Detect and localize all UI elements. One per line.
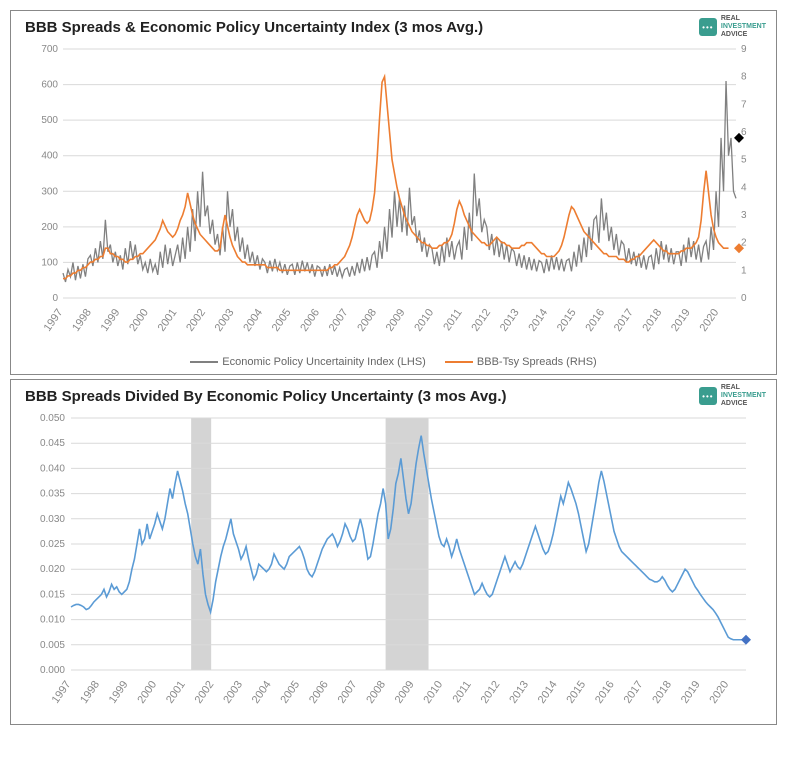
svg-text:2004: 2004 <box>241 307 265 334</box>
svg-text:2006: 2006 <box>307 679 331 706</box>
svg-text:2000: 2000 <box>127 307 151 334</box>
svg-text:2002: 2002 <box>193 679 217 706</box>
svg-text:2014: 2014 <box>526 307 550 334</box>
svg-text:2013: 2013 <box>498 307 522 334</box>
panel-header-2: BBB Spreads Divided By Economic Policy U… <box>11 380 776 408</box>
svg-text:2002: 2002 <box>184 307 208 334</box>
svg-text:2018: 2018 <box>650 679 674 706</box>
chart1-plot: 0100200300400500600700012345678919971998… <box>21 43 766 348</box>
svg-text:2016: 2016 <box>593 679 617 706</box>
svg-text:300: 300 <box>41 186 58 197</box>
svg-text:2001: 2001 <box>156 307 180 334</box>
svg-text:4: 4 <box>741 182 747 193</box>
svg-text:2012: 2012 <box>479 679 503 706</box>
svg-text:0.005: 0.005 <box>40 640 65 651</box>
svg-text:2019: 2019 <box>679 679 703 706</box>
svg-text:2010: 2010 <box>412 307 436 334</box>
svg-text:400: 400 <box>41 151 58 162</box>
svg-text:2014: 2014 <box>536 679 560 706</box>
svg-text:2020: 2020 <box>707 679 731 706</box>
svg-text:2013: 2013 <box>507 679 531 706</box>
legend-swatch <box>445 361 473 363</box>
panel-header-1: BBB Spreads & Economic Policy Uncertaint… <box>11 11 776 39</box>
chart-panel-1: BBB Spreads & Economic Policy Uncertaint… <box>10 10 777 375</box>
svg-text:8: 8 <box>741 72 747 83</box>
svg-text:0.010: 0.010 <box>40 615 65 626</box>
svg-text:200: 200 <box>41 222 58 233</box>
chart1-legend: Economic Policy Uncertainity Index (LHS)… <box>11 350 776 374</box>
legend-item-epu: Economic Policy Uncertainity Index (LHS) <box>190 356 426 368</box>
svg-text:0.035: 0.035 <box>40 489 65 500</box>
logo-mark-icon: ••• <box>699 387 717 405</box>
svg-text:2017: 2017 <box>612 307 636 334</box>
svg-text:0: 0 <box>741 293 747 304</box>
svg-text:0.045: 0.045 <box>40 438 65 449</box>
svg-text:600: 600 <box>41 80 58 91</box>
logo-text: REAL INVESTMENT ADVICE <box>721 15 766 39</box>
chart2-title: BBB Spreads Divided By Economic Policy U… <box>25 388 507 405</box>
chart-panel-2: BBB Spreads Divided By Economic Policy U… <box>10 379 777 725</box>
svg-text:1999: 1999 <box>99 307 123 334</box>
svg-text:2004: 2004 <box>250 679 274 706</box>
svg-text:2016: 2016 <box>583 307 607 334</box>
brand-logo: ••• REAL INVESTMENT ADVICE <box>699 384 766 408</box>
svg-text:2009: 2009 <box>393 679 417 706</box>
svg-text:0.040: 0.040 <box>40 463 65 474</box>
svg-text:2018: 2018 <box>640 307 664 334</box>
svg-text:2009: 2009 <box>384 307 408 334</box>
svg-text:9: 9 <box>741 44 747 55</box>
svg-text:1999: 1999 <box>107 679 131 706</box>
svg-text:2015: 2015 <box>564 679 588 706</box>
svg-text:2005: 2005 <box>278 679 302 706</box>
svg-text:0.030: 0.030 <box>40 514 65 525</box>
svg-text:1997: 1997 <box>50 679 74 706</box>
svg-text:1: 1 <box>741 265 747 276</box>
chart2-plot: 0.000 0.005 0.010 0.015 0.020 0.025 0.030 0.035… <box>21 412 766 722</box>
logo-text: REAL INVESTMENT ADVICE <box>721 384 766 408</box>
svg-text:2005: 2005 <box>270 307 294 334</box>
svg-text:2008: 2008 <box>364 679 388 706</box>
svg-text:2003: 2003 <box>221 679 245 706</box>
svg-text:2007: 2007 <box>327 307 351 334</box>
svg-text:0.015: 0.015 <box>40 589 65 600</box>
svg-text:0.050: 0.050 <box>40 413 65 424</box>
svg-text:3: 3 <box>741 210 747 221</box>
legend-item-bbb: BBB-Tsy Spreads (RHS) <box>445 356 597 368</box>
svg-text:2000: 2000 <box>135 679 159 706</box>
svg-text:2007: 2007 <box>336 679 360 706</box>
svg-text:2008: 2008 <box>355 307 379 334</box>
svg-text:100: 100 <box>41 257 58 268</box>
svg-text:0.000: 0.000 <box>40 665 65 676</box>
svg-text:2003: 2003 <box>213 307 237 334</box>
svg-text:0.020: 0.020 <box>40 564 65 575</box>
svg-text:2006: 2006 <box>298 307 322 334</box>
svg-text:700: 700 <box>41 44 58 55</box>
legend-swatch <box>190 361 218 363</box>
brand-logo: ••• REAL INVESTMENT ADVICE <box>699 15 766 39</box>
svg-text:0.025: 0.025 <box>40 539 65 550</box>
svg-text:2001: 2001 <box>164 679 188 706</box>
chart1-title: BBB Spreads & Economic Policy Uncertaint… <box>25 19 483 36</box>
svg-text:500: 500 <box>41 115 58 126</box>
svg-text:7: 7 <box>741 99 747 110</box>
svg-text:2012: 2012 <box>469 307 493 334</box>
svg-text:2015: 2015 <box>555 307 579 334</box>
svg-text:1998: 1998 <box>70 307 94 334</box>
svg-text:1997: 1997 <box>42 307 66 334</box>
svg-text:2020: 2020 <box>697 307 721 334</box>
logo-mark-icon: ••• <box>699 18 717 36</box>
svg-text:2017: 2017 <box>622 679 646 706</box>
svg-text:2019: 2019 <box>669 307 693 334</box>
svg-text:5: 5 <box>741 155 747 166</box>
svg-text:2011: 2011 <box>441 307 464 333</box>
svg-text:2011: 2011 <box>450 679 473 705</box>
svg-text:0: 0 <box>52 293 58 304</box>
svg-text:1998: 1998 <box>78 679 102 706</box>
svg-text:2010: 2010 <box>421 679 445 706</box>
